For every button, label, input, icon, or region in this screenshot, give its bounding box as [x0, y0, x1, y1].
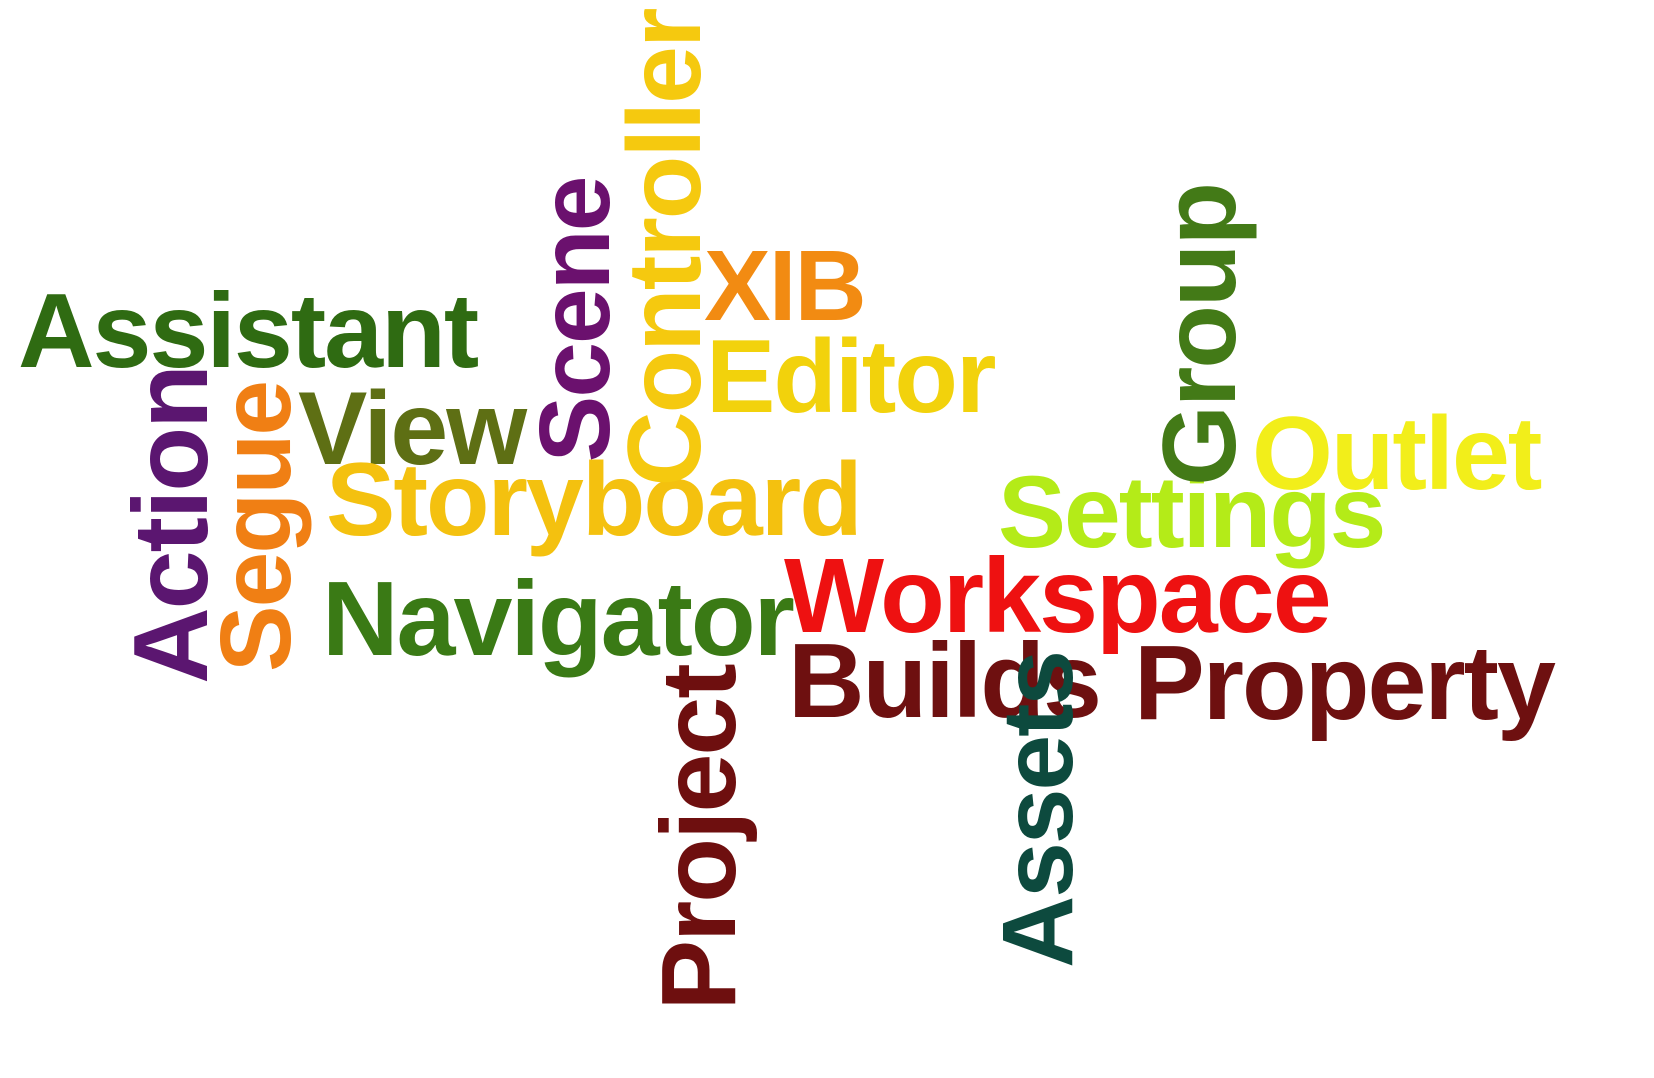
word-controller: Controller: [607, 9, 723, 487]
word-outlet: Outlet: [1252, 396, 1542, 512]
word-navigator: Navigator: [322, 560, 795, 678]
word-assets: Assets: [982, 652, 1094, 968]
word-settings: Settings: [998, 455, 1386, 569]
word-view: View: [298, 371, 527, 487]
word-group: Group: [1142, 184, 1258, 486]
word-xib: XIB: [704, 230, 867, 342]
word-builds: Builds: [788, 622, 1102, 740]
word-segue: Segue: [200, 381, 312, 673]
word-assistant: Assistant: [18, 272, 479, 390]
word-workspace: Workspace: [784, 537, 1332, 655]
word-property: Property: [1134, 624, 1556, 742]
word-project: Project: [640, 665, 758, 1011]
word-editor: Editor: [706, 319, 996, 435]
word-storyboard: Storyboard: [326, 442, 863, 558]
